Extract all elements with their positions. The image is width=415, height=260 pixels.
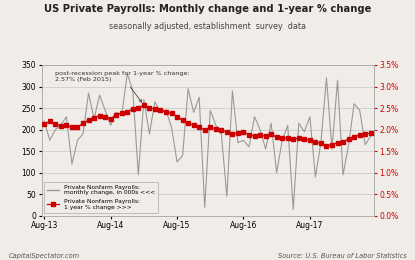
Text: US Private Payrolls: Monthly change and 1-year % change: US Private Payrolls: Monthly change and … (44, 4, 371, 14)
Legend: Private Nonfarm Payrolls:
monthly change, in 000s <<<, Private Nonfarm Payrolls:: Private Nonfarm Payrolls: monthly change… (44, 182, 158, 213)
Text: seasonally adjusted, establishment  survey  data: seasonally adjusted, establishment surve… (109, 22, 306, 31)
Text: post-recession peak for 1-year % change:
2.57% (Feb 2015): post-recession peak for 1-year % change:… (55, 72, 190, 102)
Text: Source: U.S. Bureau of Labor Statistics: Source: U.S. Bureau of Labor Statistics (278, 253, 407, 259)
Text: CapitalSpectator.com: CapitalSpectator.com (8, 253, 79, 259)
